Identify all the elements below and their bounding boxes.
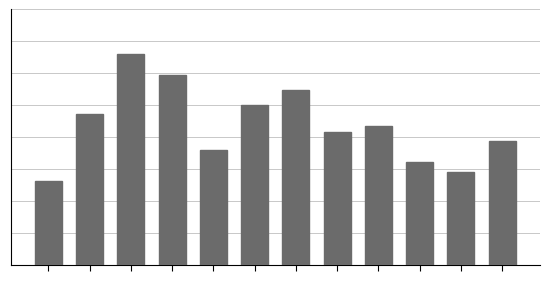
Bar — [406, 162, 433, 265]
Bar — [117, 54, 144, 265]
Bar — [76, 114, 103, 265]
Bar — [241, 105, 268, 265]
Bar — [489, 141, 516, 265]
Bar — [200, 150, 227, 265]
Bar — [365, 126, 392, 265]
Bar — [282, 90, 309, 265]
Bar — [447, 172, 474, 265]
Bar — [35, 181, 62, 265]
Bar — [159, 75, 185, 265]
Bar — [324, 132, 350, 265]
